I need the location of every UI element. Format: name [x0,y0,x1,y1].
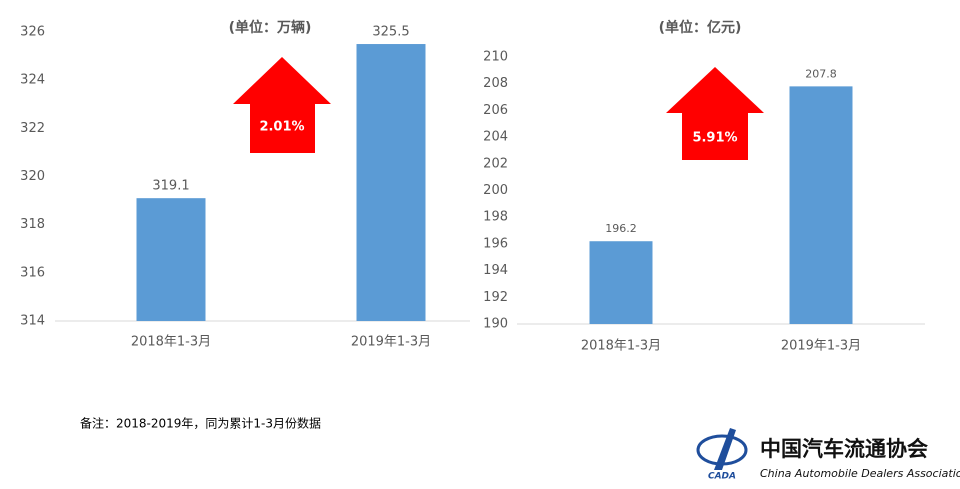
logo-abbr: CADA [708,472,736,482]
bar [789,86,853,325]
y-tick-label: 190 [483,317,508,332]
y-tick-label: 206 [483,103,508,118]
y-tick-label: 320 [20,169,45,184]
y-tick-label: 324 [20,73,45,88]
logo-mark [714,428,736,470]
footnote: 备注：2018-2019年，同为累计1-3月份数据 [80,416,321,431]
logo: CADA 中国汽车流通协会 China Automobile Dealers A… [696,428,960,482]
y-tick-label: 202 [483,156,508,171]
y-tick-label: 326 [20,25,45,40]
logo-english: China Automobile Dealers Association [760,467,960,480]
bar [136,198,206,321]
annotation: 2.01% [259,120,304,135]
bar [589,241,653,324]
y-tick-label: 316 [20,265,45,280]
growth-arrow [233,57,331,153]
value-label: 325.5 [372,25,409,40]
y-tick-label: 322 [20,121,45,136]
y-tick-label: 196 [483,236,508,251]
chart-title: (单位：亿元) [659,19,742,36]
value-label: 207.8 [805,67,837,80]
x-tick-label: 2018年1-3月 [131,335,211,350]
x-tick-label: 2019年1-3月 [351,335,431,350]
y-tick-label: 198 [483,210,508,225]
y-tick-label: 192 [483,290,508,305]
annotation: 5.91% [692,131,737,146]
logo-name: 中国汽车流通协会 [760,437,928,461]
chart-title: (单位：万辆) [229,19,312,36]
y-tick-label: 200 [483,183,508,198]
x-tick-label: 2019年1-3月 [781,339,861,354]
growth-arrow [666,67,764,160]
value-label: 196.2 [605,222,637,235]
y-tick-label: 208 [483,76,508,91]
x-tick-label: 2018年1-3月 [581,339,661,354]
value-label: 319.1 [152,179,189,194]
y-tick-label: 210 [483,50,508,65]
y-tick-label: 194 [483,263,508,278]
y-tick-label: 318 [20,217,45,232]
y-tick-label: 204 [483,130,508,145]
y-tick-label: 314 [20,314,45,329]
bar [356,44,426,322]
